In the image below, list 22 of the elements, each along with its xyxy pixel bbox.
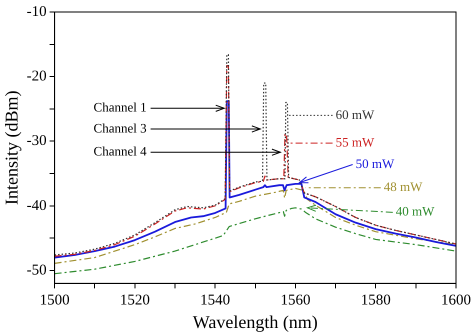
x-tick-label: 1540 [200,292,230,308]
x-axis-title: Wavelength (nm) [192,312,318,332]
x-tick-label: 1520 [120,292,150,308]
legend-label: 55 mW [336,134,375,150]
text: 48 mW [384,179,424,194]
y-tick-label: -10 [26,4,47,20]
annotation: Channel 3 [94,120,147,136]
legend-label: 60 mW [336,106,375,122]
annotation: Channel 4 [94,144,148,159]
y-tick-label: -30 [26,133,47,150]
text: 50 mW [356,156,396,171]
y-tick-label: -50 [26,262,47,278]
x-tick-label: 1580 [360,292,391,308]
series-label: 40 mW [396,204,436,219]
annotation: Channel 1 [94,100,147,115]
x-tick-label: 1560 [280,292,310,308]
y-axis-title: Intensity (dBm) [2,90,22,205]
x-tick-label: 1600 [441,292,471,308]
line-series [54,207,456,274]
y-tick-label: -40 [26,198,47,214]
x-tick-label: 1500 [40,292,70,308]
y-tick-label: -20 [26,68,47,85]
